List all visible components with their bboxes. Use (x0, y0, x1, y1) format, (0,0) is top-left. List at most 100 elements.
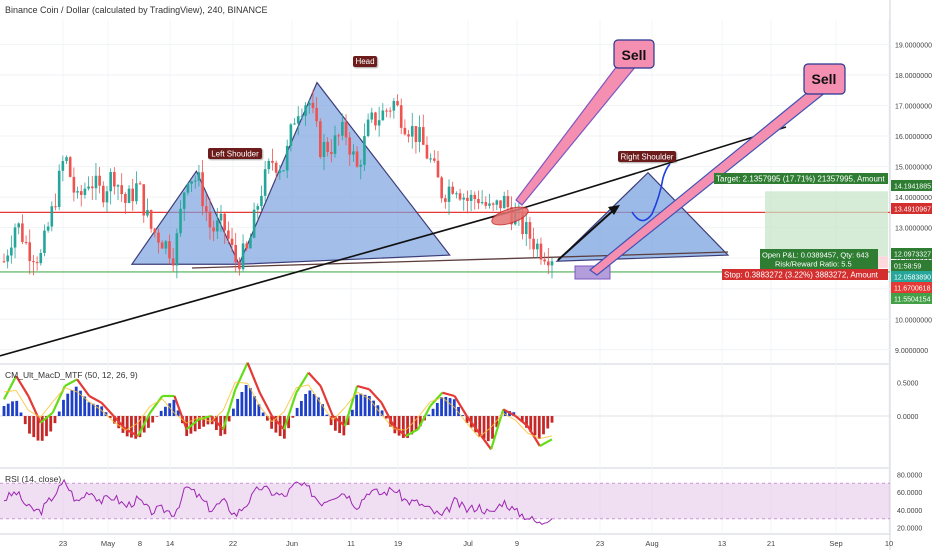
macd-bar (134, 416, 138, 439)
candle-body (352, 151, 355, 155)
stop-label: Stop: 0.3883272 (3.22%) 3883272, Amount (722, 269, 888, 280)
candle-body (289, 124, 293, 146)
candle-body (87, 186, 90, 189)
macd-bar (138, 416, 142, 438)
macd-signal-segment (52, 387, 66, 403)
candle-body (160, 242, 164, 249)
macd-signal-segment (259, 405, 273, 422)
macd-signal-segment (198, 416, 212, 423)
candle-body (488, 203, 491, 206)
trendline-lower (0, 208, 521, 357)
candle-body (35, 262, 39, 264)
time-tick-label: Jul (463, 539, 473, 548)
macd-bar (525, 416, 528, 428)
time-axis[interactable]: 23 May 8 14 22 Jun 11 19 Jul 9 23 Aug 13 21 Sep 10 (59, 539, 893, 548)
macd-tick-label: 0.0000 (897, 414, 919, 421)
macd-line-segment (380, 402, 395, 427)
macd-signal-segment (515, 419, 529, 434)
candle-body (447, 186, 451, 202)
price-tag-label: 12.0973327 (894, 252, 931, 259)
candle-body (267, 160, 271, 170)
price-tag-label: 14.1941885 (894, 184, 931, 191)
macd-line-segment (295, 372, 310, 394)
macd-bar (550, 416, 554, 423)
macd-bar (546, 416, 550, 429)
time-tick-label: 8 (138, 539, 142, 548)
rsi-tick-label: 80.0000 (897, 472, 922, 479)
candle-body (285, 145, 289, 171)
macd-signal-segment (271, 411, 285, 423)
candle-body (425, 144, 429, 159)
macd-bar (295, 407, 299, 416)
candle-body (2, 261, 6, 263)
candle-body (223, 213, 226, 231)
candle-body (83, 188, 87, 195)
candle-body (208, 211, 212, 228)
macd-bar (19, 412, 23, 416)
macd-signal-segment (210, 409, 224, 423)
macd-signal-segment (235, 381, 248, 384)
candle-body (179, 208, 182, 234)
macd-line-segment (417, 405, 432, 430)
macd-bar (359, 393, 363, 416)
macd-signal-segment (76, 391, 90, 403)
candle-body (466, 197, 469, 201)
macd-bar (338, 416, 341, 434)
price-candles (2, 89, 554, 279)
macd-bar (529, 416, 533, 432)
candle-body (227, 230, 230, 239)
candle-body (473, 194, 477, 200)
candle-body (326, 141, 329, 152)
price-axis[interactable]: 9.000000010.000000011.000000012.00000001… (895, 42, 932, 532)
candle-body (50, 206, 54, 227)
candle-body (535, 243, 539, 250)
candle-body (304, 105, 307, 116)
candle-body (216, 220, 219, 232)
candle-body (311, 102, 315, 108)
macd-bar (427, 414, 431, 416)
candle-body (57, 170, 61, 208)
candle-body (524, 222, 528, 235)
macd-signal-segment (186, 416, 200, 424)
candle-body (79, 191, 83, 195)
candle-body (451, 186, 454, 194)
macd-signal-segment (454, 407, 468, 424)
head-label: Head (353, 56, 377, 67)
candle-body (46, 226, 50, 231)
macd-line-segment (283, 392, 298, 430)
macd-signal-segment (332, 407, 346, 421)
macd-bar (350, 409, 354, 416)
macd-signal-segment (88, 401, 102, 411)
sell-callout-2: Sell (589, 63, 846, 276)
macd-bar (478, 416, 482, 437)
candle-body (186, 183, 190, 193)
macd-line-segment (442, 391, 455, 398)
macd-bar (45, 416, 48, 437)
candle-body (455, 193, 458, 195)
macd-bar (96, 404, 99, 416)
open-pl-label: Open P&L: 0.0389457, Qty: 643 Risk/Rewar… (760, 249, 878, 269)
macd-line-segment (356, 384, 370, 391)
macd-bar (113, 416, 116, 424)
macd-bar (202, 416, 206, 427)
svg-text:Stop: 0.3883272 (3.22%) 388327: Stop: 0.3883272 (3.22%) 3883272, Amount (724, 271, 879, 280)
macd-signal-segment (113, 421, 127, 431)
macd-bar (53, 416, 57, 424)
candle-body (506, 196, 510, 208)
breakout-ellipse (491, 206, 529, 226)
time-tick-label: 10 (885, 539, 893, 548)
candle-body (6, 255, 9, 262)
candle-body (72, 176, 76, 193)
macd-line-segment (198, 414, 212, 421)
time-tick-label: 22 (229, 539, 237, 548)
macd-signal-segment (381, 414, 395, 430)
macd-bar (236, 398, 240, 416)
price-tag (891, 293, 932, 304)
macd-signal-segment (417, 401, 431, 418)
macd-bar (257, 404, 261, 416)
macd-signal-segment (3, 390, 17, 393)
candle-body (54, 206, 57, 208)
macd-line-segment (307, 371, 322, 387)
macd-bar (66, 393, 70, 416)
